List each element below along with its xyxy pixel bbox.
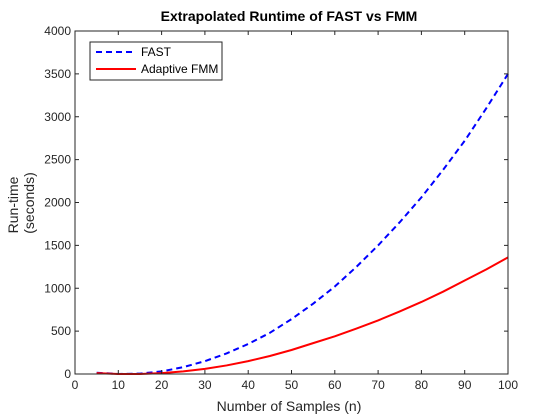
y-tick-label: 2500 <box>44 153 71 167</box>
x-tick-label: 90 <box>458 378 472 392</box>
x-tick-label: 100 <box>498 378 518 392</box>
y-tick-label: 1000 <box>44 281 71 295</box>
x-tick-label: 60 <box>328 378 342 392</box>
y-tick-label: 4000 <box>44 24 71 38</box>
x-tick-label: 30 <box>198 378 212 392</box>
legend-label-adaptive-fmm: Adaptive FMM <box>141 62 218 76</box>
y-tick-label: 3000 <box>44 110 71 124</box>
x-tick-label: 50 <box>285 378 299 392</box>
y-tick-label: 2000 <box>44 196 71 210</box>
y-tick-label: 500 <box>51 324 71 338</box>
y-axis-label-line-1: Run-time <box>5 176 21 233</box>
chart-title: Extrapolated Runtime of FAST vs FMM <box>161 8 418 24</box>
legend-box <box>89 41 223 81</box>
y-tick-label: 1500 <box>44 238 71 252</box>
x-axis-label: Number of Samples (n) <box>217 398 362 414</box>
legend: FAST Adaptive FMM <box>89 41 223 81</box>
y-axis-label: Run-time (seconds) <box>5 172 37 233</box>
x-tick-label: 70 <box>371 378 385 392</box>
x-tick-label: 20 <box>155 378 169 392</box>
series-line-fast <box>96 73 509 375</box>
y-tick-label: 0 <box>64 367 71 381</box>
legend-label-fast: FAST <box>141 45 172 59</box>
y-axis-label-line-2: (seconds) <box>21 172 37 233</box>
x-tick-label: 10 <box>112 378 126 392</box>
series-line-adaptive-fmm <box>96 256 509 375</box>
x-tick-label: 80 <box>415 378 429 392</box>
y-tick-label: 3500 <box>44 67 71 81</box>
plot-area: 0 10 20 30 40 50 60 70 80 90 100050010001500200025… <box>44 24 518 392</box>
axes-background <box>75 31 508 374</box>
x-tick-label: 40 <box>242 378 256 392</box>
x-tick-label: 0 <box>72 378 79 392</box>
